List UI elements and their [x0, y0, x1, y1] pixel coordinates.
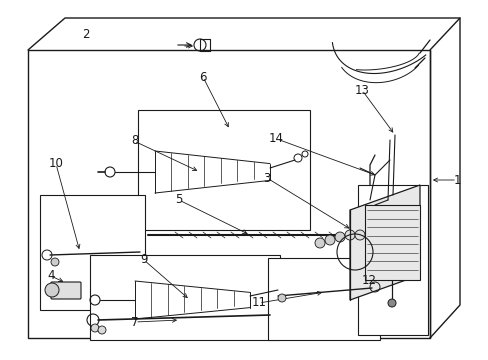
Bar [138, 110, 309, 230]
Text: 9: 9 [140, 253, 148, 266]
FancyBboxPatch shape [51, 282, 81, 299]
Text: 10: 10 [49, 157, 63, 170]
Text: 13: 13 [354, 84, 368, 96]
Circle shape [345, 230, 354, 240]
Circle shape [45, 283, 59, 297]
Text: 3: 3 [262, 172, 270, 185]
Text: 12: 12 [361, 274, 376, 287]
Text: 2: 2 [81, 28, 89, 41]
Text: 4: 4 [47, 269, 55, 282]
Text: 6: 6 [199, 71, 206, 84]
Polygon shape [349, 185, 419, 300]
Circle shape [334, 232, 345, 242]
Circle shape [366, 230, 376, 240]
Text: 5: 5 [174, 193, 182, 206]
Circle shape [354, 230, 364, 240]
Bar [364, 205, 419, 280]
Text: 1: 1 [452, 174, 460, 186]
Bar [28, 50, 429, 338]
Circle shape [387, 299, 395, 307]
Bar [90, 255, 280, 340]
Bar [40, 195, 145, 310]
Text: 8: 8 [130, 134, 138, 147]
Circle shape [278, 294, 285, 302]
Text: 11: 11 [251, 296, 266, 309]
Text: 14: 14 [268, 132, 283, 145]
Text: 7: 7 [130, 316, 138, 329]
Bar [357, 185, 427, 335]
Circle shape [91, 324, 99, 332]
Circle shape [314, 238, 325, 248]
Circle shape [325, 235, 334, 245]
Circle shape [51, 258, 59, 266]
Circle shape [98, 326, 106, 334]
Bar [267, 258, 379, 340]
